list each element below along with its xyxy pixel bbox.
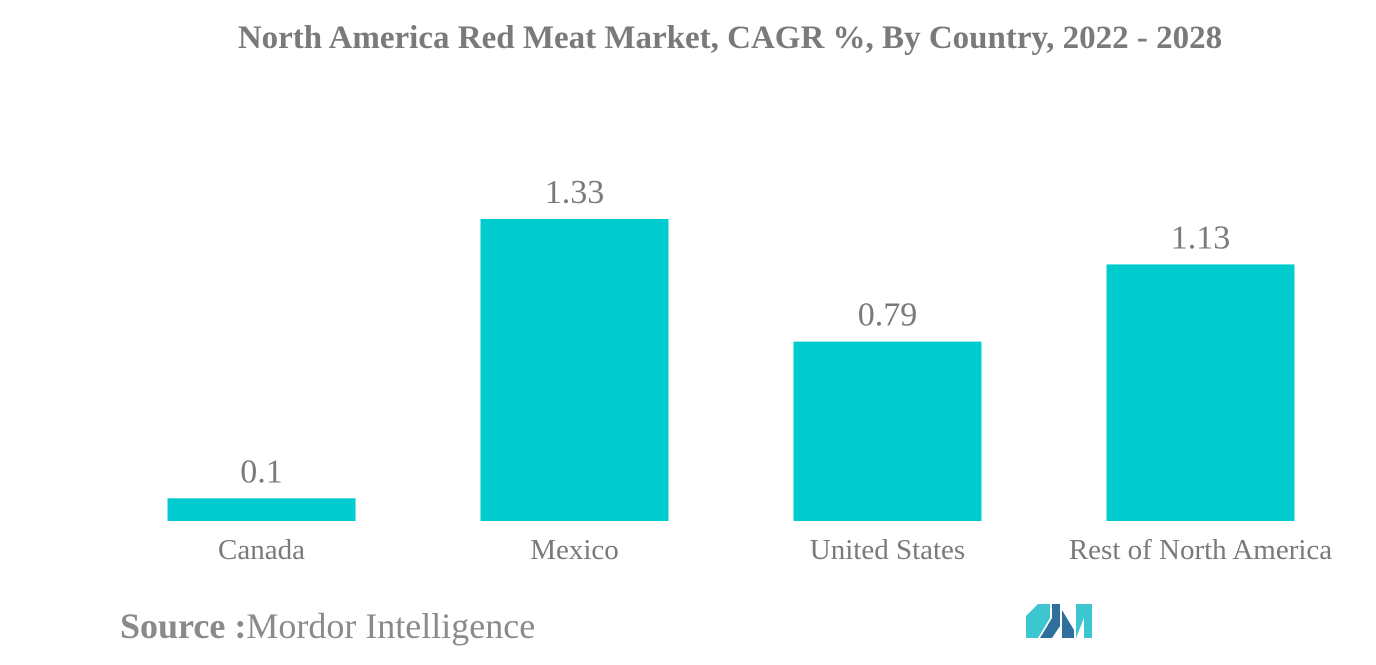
bar-value-label-0: 0.1 bbox=[240, 453, 283, 490]
source-value: Mordor Intelligence bbox=[246, 606, 536, 646]
bar-2 bbox=[793, 341, 982, 521]
source-line: Source :Mordor Intelligence bbox=[120, 605, 535, 647]
bar-value-label-1: 1.33 bbox=[545, 174, 605, 211]
value-labels-group: 0.1 1.33 0.79 1.13 bbox=[240, 174, 1230, 490]
mordor-intelligence-logo-icon bbox=[1026, 604, 1092, 638]
bar-0 bbox=[167, 498, 356, 521]
bar-chart: 0.1 1.33 0.79 1.13 Canada Mexico United State… bbox=[167, 174, 1332, 566]
category-label-1: Mexico bbox=[530, 534, 619, 566]
bar-value-label-3: 1.13 bbox=[1171, 219, 1231, 256]
category-label-3: Rest of North America bbox=[1069, 534, 1332, 566]
bars-group bbox=[167, 219, 1295, 521]
bar-1 bbox=[480, 219, 669, 521]
category-labels-group: Canada Mexico United States Rest of North A… bbox=[218, 534, 1332, 566]
chart-title: North America Red Meat Market, CAGR %, B… bbox=[237, 20, 1223, 56]
category-label-2: United States bbox=[810, 534, 965, 566]
category-label-0: Canada bbox=[218, 534, 305, 566]
bar-value-label-2: 0.79 bbox=[858, 297, 918, 334]
bar-3 bbox=[1106, 264, 1295, 521]
source-label: Source : bbox=[120, 606, 247, 646]
